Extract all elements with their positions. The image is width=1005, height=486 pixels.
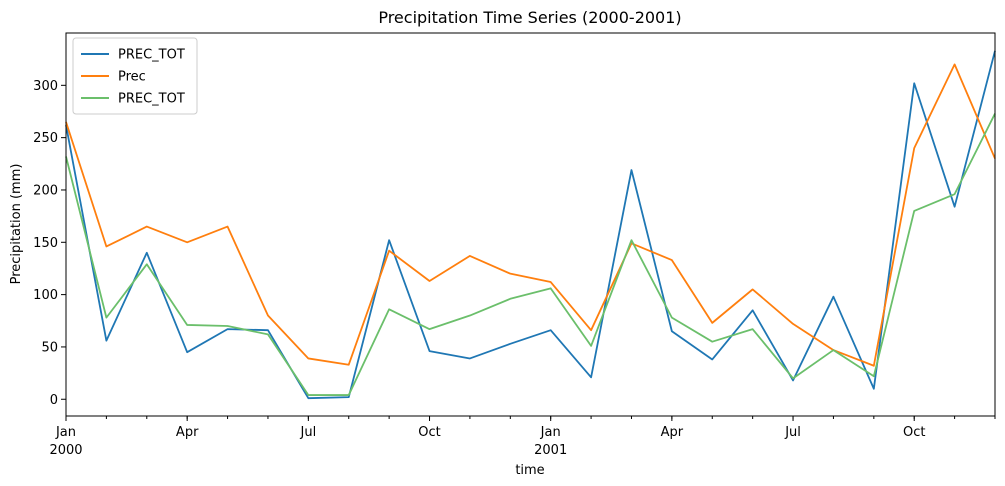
legend-box [72, 37, 198, 115]
x-tick-year-label: 2001 [534, 443, 567, 458]
series-line-1 [65, 50, 996, 400]
x-tick-label: Oct [903, 425, 925, 440]
x-tick-label: Jan [55, 425, 76, 440]
y-tick-label: 150 [33, 236, 58, 251]
plot-frame [65, 32, 996, 417]
y-tick-label: 200 [33, 183, 58, 198]
x-tick-label: Apr [661, 425, 684, 440]
legend: PREC_TOT Prec PREC_TOT [72, 37, 198, 115]
x-tick-label: Oct [418, 425, 440, 440]
x-tick-label: Apr [176, 425, 199, 440]
x-tick-year-label: 2000 [49, 443, 82, 458]
x-tick-label: Jul [784, 425, 801, 440]
chart-title: Precipitation Time Series (2000-2001) [378, 8, 681, 27]
plot-area: 0 50 100 150 200 250 300 Jan 2000 Apr Jul Oct Jan 200… [33, 32, 996, 458]
legend-label: PREC_TOT [118, 92, 185, 107]
y-axis-label: Precipitation (mm) [9, 164, 24, 285]
x-tick-label: Jan [540, 425, 561, 440]
legend-label: Prec [118, 70, 146, 85]
y-tick-label: 300 [33, 79, 58, 94]
y-tick-label: 0 [50, 393, 58, 408]
y-tick-label: 50 [41, 340, 58, 355]
y-tick-label: 250 [33, 131, 58, 146]
series-line-3 [65, 113, 996, 396]
legend-label: PREC_TOT [118, 48, 185, 63]
x-axis-label: time [515, 463, 544, 478]
x-tick-label: Jul [300, 425, 317, 440]
series-line-2 [65, 63, 996, 367]
y-tick-label: 100 [33, 288, 58, 303]
